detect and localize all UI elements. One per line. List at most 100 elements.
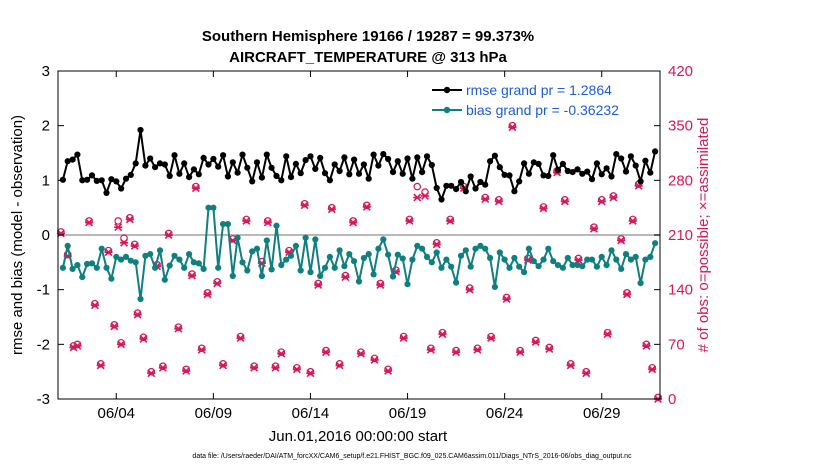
- bias-series-point: [613, 256, 620, 263]
- bias-series-point: [637, 280, 644, 287]
- rmse-series-point: [346, 171, 353, 178]
- obs-assimilated-point: [589, 224, 599, 233]
- obs-assimilated-point: [125, 215, 134, 224]
- bias-series-point: [448, 263, 455, 270]
- bias-series-point: [64, 242, 71, 249]
- obs-possible-point: [322, 346, 330, 355]
- obs-possible-point: [96, 360, 105, 368]
- legend-rmse-label: rmse grand pr = 1.2864: [466, 82, 612, 98]
- obs-possible-point: [277, 348, 286, 356]
- rmse-series-point: [564, 167, 571, 175]
- rmse-series-point: [360, 161, 367, 168]
- obs-possible-point: [250, 362, 258, 371]
- bias-series-point: [647, 253, 654, 260]
- obs-possible-point: [335, 360, 344, 368]
- obs-assimilated-point: [446, 216, 455, 225]
- obs-possible-point: [617, 235, 625, 243]
- bias-series-point: [297, 267, 304, 274]
- bias-series-point: [93, 264, 100, 271]
- bias-series-point: [389, 273, 397, 280]
- rmse-series-point: [268, 164, 275, 171]
- bias-series-point: [385, 251, 392, 258]
- bias-series-point: [307, 269, 314, 276]
- obs-assimilated-point: [531, 338, 540, 346]
- rmse-series-point: [258, 174, 265, 181]
- bias-series-point: [423, 253, 431, 260]
- bias-series-point: [161, 276, 168, 283]
- obs-possible-point: [481, 193, 490, 202]
- bias-series-point: [346, 251, 353, 258]
- obs-assimilated-point: [263, 218, 272, 227]
- obs-possible-point: [126, 214, 134, 222]
- rmse-series-point: [249, 178, 256, 185]
- obs-assimilated-point: [582, 369, 591, 378]
- rmse-series-point: [443, 182, 450, 189]
- rmse-series-point: [593, 160, 601, 167]
- obs-possible-point: [271, 362, 280, 371]
- obs-assimilated-point: [203, 290, 212, 299]
- bias-series-point: [380, 236, 387, 243]
- bias-series-point: [598, 253, 605, 260]
- obs-possible-point: [110, 321, 119, 329]
- obs-assimilated-point: [90, 301, 99, 310]
- rmse-series-point: [642, 157, 649, 164]
- obs-assimilated-point: [376, 281, 385, 289]
- obs-possible-point: [133, 309, 142, 317]
- rmse-series-point: [278, 177, 285, 184]
- rmse-series-point: [186, 174, 193, 181]
- obs-assimilated-point: [603, 330, 612, 339]
- bias-series-point: [258, 272, 265, 280]
- rmse-series-point: [137, 126, 144, 134]
- obs-possible-point: [306, 367, 315, 376]
- x-tick-label: 06/14: [292, 405, 330, 422]
- rmse-series-point: [98, 177, 105, 184]
- rmse-series-point: [263, 151, 270, 158]
- rmse-series-point: [525, 170, 533, 177]
- rmse-series-point: [321, 170, 329, 177]
- rmse-series-point: [64, 158, 71, 165]
- chart-title-line2: AIRCRAFT_TEMPERATURE @ 313 hPa: [229, 49, 507, 66]
- obs-possible-point: [104, 246, 113, 255]
- rmse-series-point: [103, 189, 110, 196]
- obs-possible-point: [452, 346, 460, 355]
- rmse-series-point: [84, 176, 91, 183]
- rmse-series-point: [297, 170, 304, 177]
- rmse-series-point: [472, 185, 479, 192]
- rmse-series-point: [521, 160, 528, 167]
- bias-series-point: [302, 234, 309, 241]
- bias-series-point: [253, 245, 261, 252]
- rmse-series-point: [283, 153, 290, 160]
- rmse-series-point: [467, 173, 474, 180]
- obs-assimilated-point: [642, 341, 651, 350]
- bias-series-point: [559, 264, 567, 271]
- rmse-series-point: [414, 154, 421, 161]
- obs-assimilated-point: [147, 369, 156, 378]
- rmse-series-point: [307, 153, 314, 160]
- rmse-series-point: [331, 161, 338, 168]
- rmse-series-point: [220, 152, 227, 159]
- rmse-series-point: [355, 170, 363, 177]
- obs-possible-point: [117, 338, 125, 347]
- bias-series-point: [224, 221, 231, 228]
- obs-possible-point: [130, 240, 139, 249]
- rmse-series-point: [181, 160, 188, 167]
- y-left-tick-label: 1: [42, 172, 50, 189]
- bias-series-point: [501, 256, 508, 263]
- rmse-series-point: [423, 153, 431, 160]
- bias-series-point: [496, 249, 503, 256]
- bias-series-point: [69, 265, 76, 272]
- rmse-series-point: [569, 169, 576, 176]
- rmse-series-point: [647, 169, 654, 176]
- obs-possible-point: [164, 229, 173, 238]
- obs-possible-point: [597, 196, 606, 204]
- bias-series-point: [642, 256, 649, 263]
- obs-possible-point: [432, 239, 441, 247]
- rmse-series-point: [453, 186, 460, 193]
- y-left-tick-label: 2: [42, 118, 50, 135]
- obs-possible-point: [623, 288, 631, 297]
- rmse-series-point: [584, 168, 591, 175]
- bias-series-point: [205, 204, 212, 211]
- bias-series-point: [506, 264, 513, 271]
- bias-series-point: [292, 242, 299, 249]
- bias-series-point: [186, 251, 193, 258]
